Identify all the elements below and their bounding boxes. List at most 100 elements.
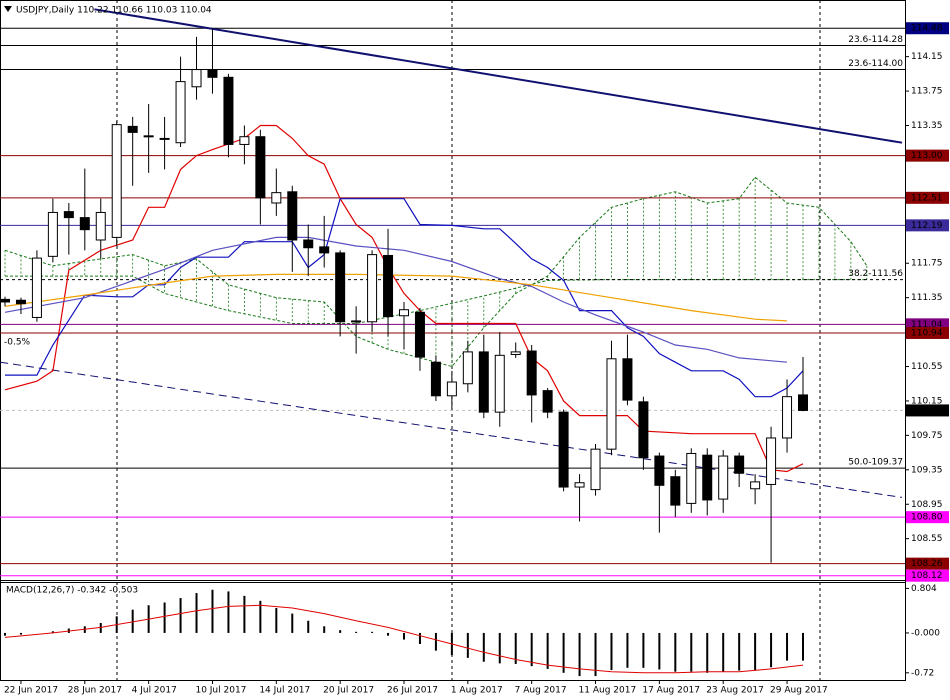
price-label: 111.04	[911, 320, 943, 330]
price-label: 108.26	[911, 559, 943, 569]
price-label-box	[906, 219, 949, 232]
trendline-label: -0.5%	[4, 338, 31, 348]
price-label-box	[906, 326, 949, 339]
price-label: 108.80	[911, 513, 943, 523]
candle-body	[798, 394, 808, 411]
candle-body	[430, 361, 441, 397]
candle-body	[15, 299, 26, 305]
candle-body	[351, 320, 362, 323]
level-label: 50.0-109.37	[848, 458, 903, 468]
candle-body	[702, 454, 713, 501]
candle-body	[606, 358, 617, 450]
candle-body	[63, 211, 74, 219]
y-tick-label: 0.804	[911, 584, 937, 594]
candle-body	[590, 448, 601, 491]
x-tick-label: 23 Aug 2017	[706, 686, 764, 696]
candle-body	[622, 358, 633, 401]
level-label: 23.6-114.00	[848, 59, 903, 69]
y-tick-label: 111.35	[911, 293, 943, 303]
y-tick-label: -0.72	[911, 668, 934, 678]
candle-body	[718, 455, 729, 500]
price-label-box	[906, 569, 949, 582]
cloud-span-a	[4, 176, 868, 368]
price-label-box	[906, 511, 949, 524]
candle-body	[239, 136, 250, 145]
candle-body	[319, 246, 330, 254]
candle-body	[255, 136, 266, 199]
indicator-line	[4, 124, 804, 473]
candle-body	[335, 252, 346, 323]
candle-body	[782, 396, 793, 439]
candle-body	[287, 191, 298, 241]
price-label: 112.19	[911, 221, 943, 231]
candle-body	[478, 351, 489, 413]
candle-body	[0, 298, 10, 303]
candle-body	[734, 455, 745, 474]
candle-body	[526, 350, 537, 396]
y-tick-label: 109.35	[911, 465, 943, 475]
price-label-box	[906, 557, 949, 570]
candle-body	[367, 254, 378, 323]
x-tick-label: 29 Aug 2017	[770, 686, 828, 696]
candle-body	[207, 69, 218, 78]
price-label-box	[906, 22, 949, 35]
price-label: 110.94	[911, 328, 943, 338]
price-label-box	[906, 404, 949, 417]
level-label: 23.6-114.28	[848, 35, 903, 45]
price-label-box	[906, 149, 949, 162]
candle-body	[111, 124, 122, 238]
x-tick-label: 17 Aug 2017	[642, 686, 700, 696]
x-tick-label: 7 Aug 2017	[515, 686, 567, 696]
candle-body	[399, 309, 409, 317]
x-tick-label: 28 Jun 2017	[68, 686, 122, 696]
x-tick-label: 4 Jul 2017	[132, 686, 177, 696]
candle-body	[686, 452, 697, 504]
candle-body	[542, 390, 553, 413]
y-tick-label: 110.15	[911, 396, 943, 406]
price-label: 112.51	[911, 193, 943, 203]
candle-body	[414, 311, 425, 358]
x-tick-label: 10 Jul 2017	[195, 686, 246, 696]
indicator-line	[4, 236, 788, 363]
candle-body	[175, 81, 186, 144]
level-label: 38.2-111.56	[848, 269, 903, 279]
x-tick-label: 20 Jul 2017	[323, 686, 374, 696]
candle-body	[638, 401, 649, 459]
price-label: 108.12	[911, 571, 943, 581]
y-tick-label: 113.35	[911, 121, 943, 131]
candle-body	[47, 211, 58, 257]
candle-body	[654, 455, 665, 486]
candle-body	[95, 211, 106, 241]
candle-body	[766, 437, 777, 485]
y-tick-label: 109.75	[911, 431, 943, 441]
candle-body	[143, 135, 154, 138]
symbol-icon	[4, 6, 12, 12]
price-label: 114.48	[911, 24, 943, 34]
candle-body	[750, 481, 761, 490]
x-tick-label: 26 Jul 2017	[387, 686, 438, 696]
price-label-box	[906, 191, 949, 204]
candle-body	[271, 192, 282, 204]
candle-body	[191, 69, 202, 88]
candle-body	[462, 351, 473, 385]
price-label: 113.00	[911, 151, 943, 161]
indicator-title: MACD(12,26,7) -0.342 -0.503	[6, 586, 138, 596]
candle-body	[159, 137, 170, 140]
candle-body	[558, 411, 569, 488]
y-tick-label: 114.15	[911, 52, 943, 62]
signal-line	[4, 604, 804, 674]
chart-title: USDJPY,Daily 110.22 110.66 110.03 110.04	[16, 6, 212, 16]
candle-body	[670, 476, 681, 506]
x-tick-label: 14 Jul 2017	[259, 686, 310, 696]
y-tick-label: 108.95	[911, 500, 943, 510]
plot-frame	[0, 0, 906, 681]
candle-body	[494, 354, 505, 413]
y-tick-label: -0.000	[911, 628, 940, 638]
x-tick-label: 22 Jun 2017	[4, 686, 58, 696]
y-tick-label: 108.55	[911, 534, 943, 544]
price-label: 110.04	[911, 406, 943, 416]
candle-body	[303, 239, 314, 249]
x-tick-label: 11 Aug 2017	[579, 686, 637, 696]
indicator-line	[4, 273, 788, 322]
